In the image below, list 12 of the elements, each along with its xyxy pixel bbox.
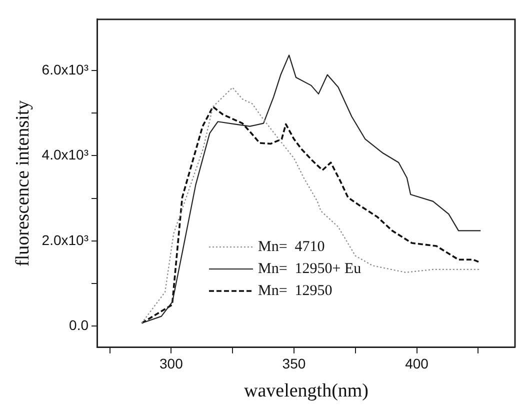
x-axis-title: wavelength(nm) (244, 380, 369, 402)
legend-label: Mn= 12950 (258, 282, 332, 301)
legend-label: Mn= 4710 (258, 238, 325, 257)
y-tick-label: 2.0x10³ (42, 232, 89, 248)
y-tick-label: 4.0x10³ (42, 146, 89, 163)
x-tick-label: 400 (405, 356, 429, 372)
y-tick-label: 0.0 (69, 316, 89, 333)
y-axis-title: fluorescence intensity (12, 100, 34, 266)
x-tick-label: 350 (282, 356, 306, 372)
legend-label: Mn= 12950+ Eu (258, 260, 362, 279)
x-tick-label: 300 (159, 356, 184, 372)
y-tick-label: 6.0x10³ (42, 61, 89, 78)
